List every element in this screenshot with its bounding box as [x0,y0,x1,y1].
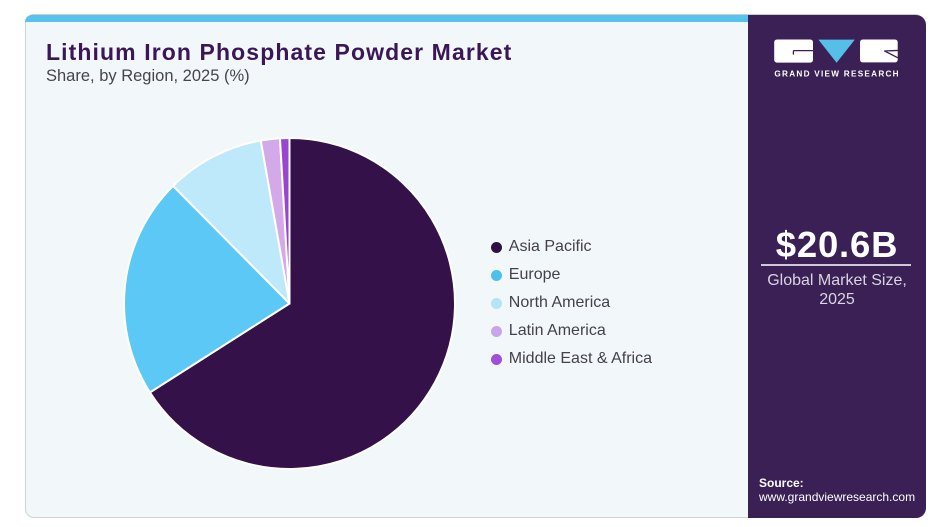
svg-text:GRAND VIEW RESEARCH: GRAND VIEW RESEARCH [774,70,898,79]
